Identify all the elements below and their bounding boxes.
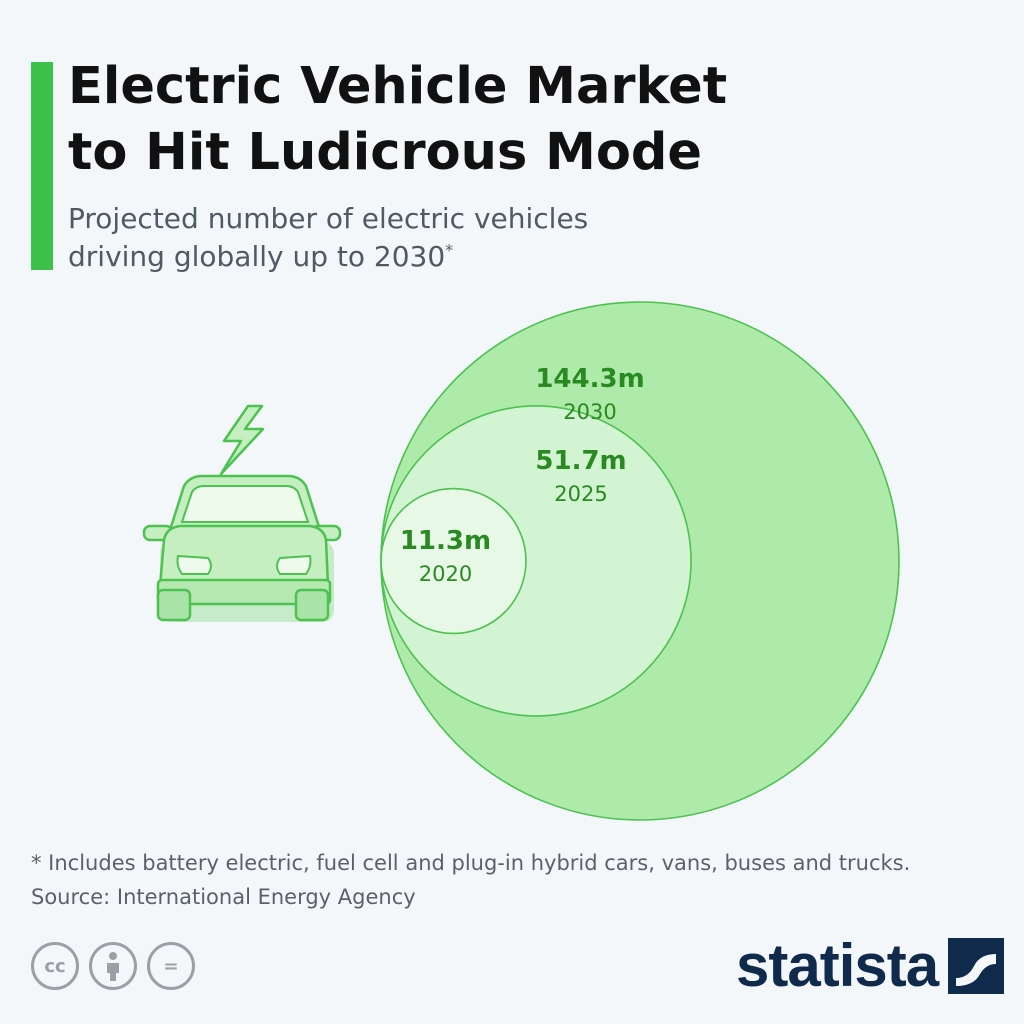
subtitle-line-1: Projected number of electric vehicles (68, 202, 589, 235)
subtitle-footnote-marker: * (445, 240, 454, 260)
cc-icon[interactable]: cc (31, 942, 79, 990)
brand-logo-text: statista (736, 932, 939, 999)
bubble-chart: 11.3m 2020 51.7m 2025 144.3m 2030 (142, 301, 900, 821)
attribution-icon[interactable] (89, 942, 137, 990)
footnote: * Includes battery electric, fuel cell a… (31, 851, 911, 875)
value-label-2020: 11.3m (400, 526, 491, 556)
value-label-2025: 51.7m (535, 446, 626, 476)
page-title: Electric Vehicle Market to Hit Ludicrous… (68, 54, 968, 186)
title-accent-bar (31, 62, 53, 270)
title-line-2: to Hit Ludicrous Mode (68, 123, 702, 182)
electric-car-icon (142, 404, 342, 622)
lightning-bolt-icon (219, 404, 265, 476)
source-note: Source: International Energy Agency (31, 885, 416, 909)
year-label-2030: 2030 (563, 400, 616, 424)
subtitle-line-2-text: driving globally up to 2030 (68, 240, 446, 273)
year-label-2020: 2020 (419, 562, 472, 586)
title-line-1: Electric Vehicle Market (68, 57, 728, 116)
value-label-2030: 144.3m (535, 364, 644, 394)
statista-logo-icon (948, 938, 1005, 994)
no-derivatives-icon[interactable]: = (147, 942, 195, 990)
bubble-2020 (380, 487, 527, 635)
bubbles-group: 11.3m 2020 51.7m 2025 144.3m 2030 (380, 301, 900, 821)
page-subtitle: Projected number of electric vehicles dr… (68, 200, 968, 276)
year-label-2025: 2025 (554, 482, 607, 506)
statista-brand[interactable]: statista (736, 932, 1005, 999)
subtitle-line-2: driving globally up to 2030* (68, 238, 968, 276)
license-icons: cc = (31, 942, 195, 994)
